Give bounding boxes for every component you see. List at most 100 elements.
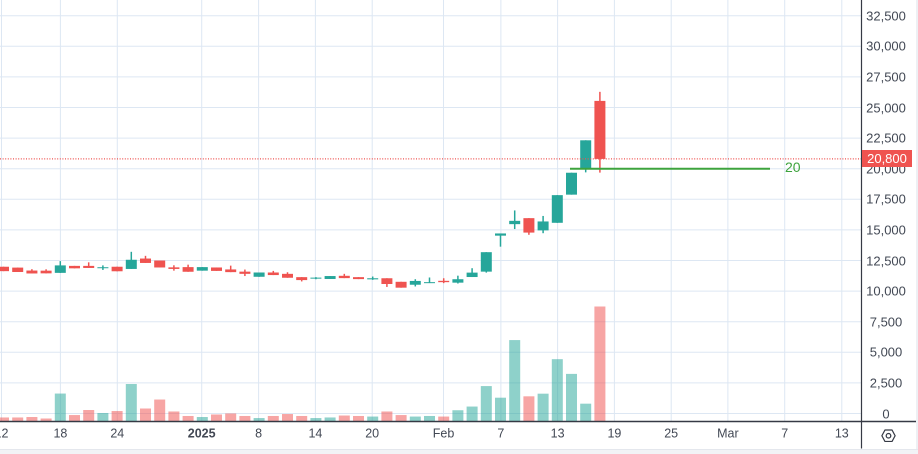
volume-bar <box>12 417 24 422</box>
volume-bar <box>253 418 265 422</box>
volume-bar <box>239 415 251 422</box>
price-axis-label: 5,000 <box>869 344 903 360</box>
candle-body <box>26 270 38 274</box>
alert-price-label: 20 <box>785 159 801 176</box>
volume-bar <box>196 417 208 422</box>
candle-body <box>466 272 478 278</box>
candle-body <box>580 140 592 170</box>
volume-bar <box>566 373 577 422</box>
candle-body <box>182 267 194 272</box>
candle-body <box>338 275 350 279</box>
candle-body <box>168 267 180 269</box>
time-axis-label: 2025 <box>187 426 216 441</box>
volume-bar <box>537 393 549 422</box>
candle-body <box>551 195 563 223</box>
price-axis-label: 30,000 <box>866 38 906 54</box>
candle-body <box>495 233 506 236</box>
last-price-badge: 20,800 <box>862 150 912 168</box>
time-axis-label: 13 <box>834 426 849 441</box>
time-axis-label: 14 <box>308 426 323 441</box>
volume-bar <box>580 403 592 422</box>
time-axis-label: 18 <box>53 426 68 441</box>
vertical-gridlines <box>1 0 843 422</box>
volume-bar <box>466 406 478 422</box>
volume-bar <box>83 410 95 422</box>
price-axis-label: 12,500 <box>866 253 906 268</box>
candle-body <box>154 260 166 268</box>
price-axis-label: 0 <box>882 406 890 421</box>
candle-body <box>438 280 450 283</box>
time-axis-label: 24 <box>110 426 125 441</box>
price-axis-label: 10,000 <box>866 283 906 299</box>
candle-body <box>97 267 109 269</box>
volume-bar <box>0 417 9 422</box>
volume-bar <box>182 415 194 422</box>
time-axis-label: 7 <box>781 426 789 441</box>
time-axis-label: 20 <box>365 426 380 441</box>
volume-bar <box>367 416 379 422</box>
candle-body <box>253 272 265 277</box>
volume-bar <box>211 414 222 422</box>
candle-body <box>381 278 393 285</box>
candle-body <box>211 267 222 271</box>
price-axis-label: 15,000 <box>866 222 906 238</box>
volume-bar <box>523 396 535 422</box>
right-edge-strip <box>915 0 918 449</box>
candle-body <box>0 266 9 272</box>
volume-bar <box>338 415 350 422</box>
volume-bar <box>267 415 279 422</box>
candle-body <box>566 172 577 195</box>
time-axis-label: Feb <box>432 426 455 441</box>
volume-bar <box>438 416 450 422</box>
time-axis-label: 25 <box>664 426 679 441</box>
volume-bar <box>140 408 151 422</box>
candle-body <box>509 220 521 225</box>
volume-bar <box>296 415 308 422</box>
candle-body <box>523 218 535 233</box>
volume-bar <box>225 413 237 422</box>
candles <box>0 91 606 288</box>
volume-bar <box>282 414 293 422</box>
horizontal-gridlines <box>0 15 862 414</box>
candle-body <box>40 270 52 274</box>
candle-body <box>296 277 308 281</box>
volume-bar <box>168 411 180 422</box>
time-axis-label: 7 <box>497 426 505 441</box>
price-axis-label: 7,500 <box>869 314 903 330</box>
volume-bar <box>54 393 66 422</box>
volume-bar <box>111 411 123 422</box>
candle-body <box>409 280 421 285</box>
volume-bar <box>381 411 393 422</box>
candle-body <box>367 278 379 280</box>
volume-bar <box>310 418 322 422</box>
candle-body <box>140 258 151 263</box>
time-axis-label: 12 <box>0 426 9 441</box>
candle-body <box>239 271 251 274</box>
volume-bar <box>154 399 166 422</box>
price-axis-label: 32,500 <box>866 8 906 24</box>
candle-body <box>594 100 606 159</box>
volume-bar <box>509 340 521 422</box>
time-axis-label: 13 <box>550 426 565 441</box>
candle-body <box>12 267 24 273</box>
time-axis-label: 8 <box>255 426 263 441</box>
bottom-strip <box>0 448 918 454</box>
volume-bar <box>395 415 407 422</box>
pane-settings-gear-icon[interactable] <box>881 429 896 443</box>
volume-bar <box>594 306 606 422</box>
candle-body <box>452 279 464 283</box>
price-axis-label: 2,500 <box>869 375 903 391</box>
candle-body <box>267 272 279 276</box>
volume-bar <box>40 418 52 422</box>
candle-body <box>310 277 322 279</box>
candle-body <box>69 265 80 269</box>
candle-body <box>324 276 336 279</box>
volume-bar <box>69 415 80 422</box>
volume-bar <box>97 412 109 422</box>
volume-bars <box>0 306 606 422</box>
price-axis-label: 25,000 <box>866 100 906 115</box>
volume-bar <box>125 384 137 422</box>
candle-body <box>54 265 66 273</box>
